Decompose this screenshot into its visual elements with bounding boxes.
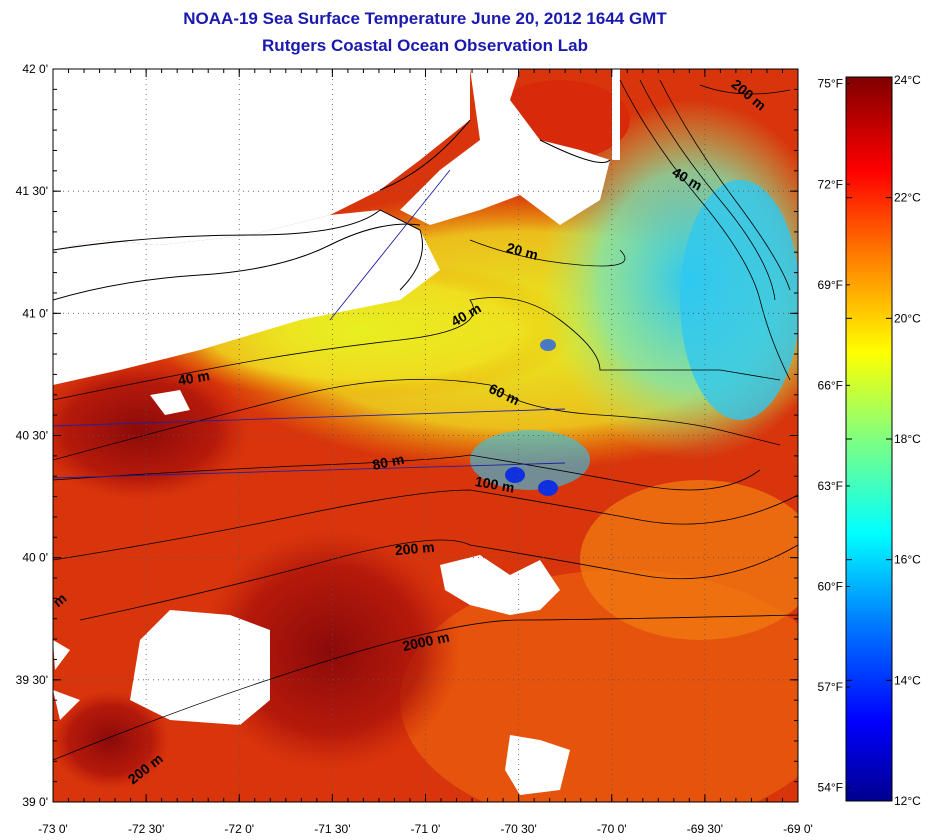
lon-tick-label: -71 0' bbox=[411, 822, 441, 836]
sst-field bbox=[53, 69, 798, 802]
celsius-label: 18°C bbox=[894, 432, 921, 446]
lon-tick-label: -73 0' bbox=[38, 822, 68, 836]
lat-tick-label: 41 30' bbox=[16, 184, 48, 198]
lat-tick-label: 40 30' bbox=[16, 429, 48, 443]
isobath-label: 100 m bbox=[474, 473, 516, 496]
lat-tick-label: 40 0' bbox=[22, 551, 48, 565]
celsius-label: 16°C bbox=[894, 553, 921, 567]
fahrenheit-label: 75°F bbox=[818, 77, 843, 91]
fahrenheit-label: 57°F bbox=[818, 680, 843, 694]
lon-tick-label: -69 0' bbox=[783, 822, 813, 836]
lat-tick-label: 39 0' bbox=[22, 795, 48, 809]
celsius-label: 20°C bbox=[894, 311, 921, 325]
fahrenheit-label: 72°F bbox=[818, 177, 843, 191]
lat-tick-label: 41 0' bbox=[22, 306, 48, 320]
fahrenheit-label: 54°F bbox=[818, 781, 843, 795]
isobath-label: 40 m bbox=[177, 367, 211, 388]
celsius-label: 12°C bbox=[894, 794, 921, 808]
celsius-label: 24°C bbox=[894, 73, 921, 87]
lon-tick-label: -69 30' bbox=[687, 822, 723, 836]
fahrenheit-label: 69°F bbox=[818, 278, 843, 292]
colorbar bbox=[845, 76, 893, 802]
fahrenheit-label: 66°F bbox=[818, 378, 843, 392]
celsius-label: 22°C bbox=[894, 191, 921, 205]
lon-tick-label: -71 30' bbox=[314, 822, 350, 836]
lon-tick-label: -72 0' bbox=[224, 822, 254, 836]
graticule bbox=[53, 69, 798, 802]
isobath-label: 20 m bbox=[505, 239, 540, 263]
map-subtitle: Rutgers Coastal Ocean Observation Lab bbox=[262, 36, 588, 55]
lon-tick-label: -70 0' bbox=[597, 822, 627, 836]
isobath-label: 200 m bbox=[394, 539, 435, 558]
lon-tick-label: -70 30' bbox=[500, 822, 536, 836]
fahrenheit-label: 60°F bbox=[818, 579, 843, 593]
lat-tick-label: 39 30' bbox=[16, 673, 48, 687]
map-title: NOAA-19 Sea Surface Temperature June 20,… bbox=[183, 9, 667, 28]
lon-tick-label: -72 30' bbox=[128, 822, 164, 836]
lat-tick-label: 42 0' bbox=[22, 62, 48, 76]
celsius-label: 14°C bbox=[894, 673, 921, 687]
isobath-label: 80 m bbox=[371, 451, 406, 473]
fahrenheit-label: 63°F bbox=[818, 479, 843, 493]
